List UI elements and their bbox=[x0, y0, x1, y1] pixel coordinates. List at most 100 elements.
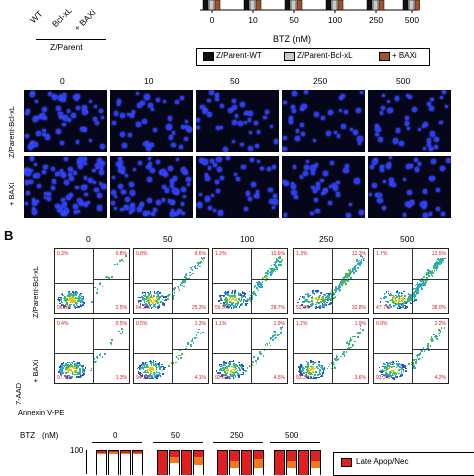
panel-c-axis-label: BTZ bbox=[20, 431, 36, 440]
quadrant-lr-r1-c4: 4.2% bbox=[434, 375, 446, 381]
group-bracket bbox=[36, 39, 106, 40]
quadrant-ll-r0-c1: 64.3% bbox=[136, 305, 151, 311]
panel-c-y-tick-100: 100 bbox=[70, 446, 84, 455]
bar-strip-2-1 bbox=[290, 0, 297, 11]
bar-strip-2-0 bbox=[284, 0, 291, 11]
bar-strip-0-0 bbox=[202, 0, 209, 11]
facs-plot-r1-c3: 1.2% 1.9% 93.3% 3.6% bbox=[293, 318, 369, 384]
facs-dose-100: 100 bbox=[240, 234, 255, 244]
legend-label-wt: Z/Parent-WT bbox=[216, 51, 262, 60]
quadrant-lr-r1-c0: 1.3% bbox=[115, 375, 127, 381]
bar-strip-3-2 bbox=[337, 0, 344, 11]
quadrant-lr-r0-c2: 28.7% bbox=[270, 305, 285, 311]
facs-dose-250: 250 bbox=[319, 234, 334, 244]
micrograph-r1-c3 bbox=[282, 156, 365, 218]
stack-bar-g0-b1 bbox=[108, 450, 119, 475]
quadrant-ll-r1-c1: 94.1% bbox=[136, 375, 151, 381]
facs-dose-0: 0 bbox=[86, 234, 91, 244]
micrograph-r1-c1 bbox=[110, 156, 193, 218]
legend-swatch-late-apop bbox=[341, 458, 352, 467]
facs-plot-r0-c1: 0.8% 9.6% 64.3% 25.3% bbox=[133, 248, 209, 314]
stack-bar-g3-b1 bbox=[286, 450, 297, 475]
facs-plot-r1-c2: 1.1% 1.9% 92.6% 4.5% bbox=[212, 318, 288, 384]
legend-label-baxi: + BAXi bbox=[392, 51, 417, 60]
quadrant-ur-r1-c2: 1.9% bbox=[273, 321, 285, 327]
quadrant-lr-r1-c1: 4.1% bbox=[194, 375, 206, 381]
quadrant-ul-r0-c0: 0.3% bbox=[57, 251, 69, 257]
stack-bar-g1-b1 bbox=[169, 450, 180, 475]
stack-bar-g2-b0 bbox=[217, 450, 228, 475]
stack-bar-g2-b3 bbox=[253, 450, 264, 475]
bar-axis-label: BTZ (nM) bbox=[273, 34, 311, 44]
micro-row-label-baxi: + BAXi bbox=[7, 182, 16, 206]
facs-plot-r0-c0: 0.3% 0.8% 96.5% 2.5% bbox=[54, 248, 130, 314]
quadrant-ll-r0-c3: 53.6% bbox=[296, 305, 311, 311]
micrograph-r0-c0 bbox=[24, 90, 107, 152]
bar-legend bbox=[196, 48, 430, 66]
panel-c-y-axis bbox=[86, 450, 87, 474]
bar-tick-50: 50 bbox=[289, 15, 299, 25]
bar-strip-0-2 bbox=[214, 0, 221, 11]
facs-plot-r1-c0: 0.4% 0.5% 97.7% 1.3% bbox=[54, 318, 130, 384]
micro-dose-500: 500 bbox=[396, 76, 411, 86]
legend-label-late-apop: Late Apop/Nec bbox=[356, 457, 409, 466]
stack-bar-g3-b0 bbox=[274, 450, 285, 475]
quadrant-lr-r1-c3: 3.6% bbox=[354, 375, 366, 381]
stack-bar-g0-b2 bbox=[120, 450, 131, 475]
facs-plot-r0-c2: 1.2% 10.6% 59.5% 28.7% bbox=[212, 248, 288, 314]
legend-swatch-baxi bbox=[379, 52, 390, 61]
bar-strip-0-1 bbox=[208, 0, 215, 11]
stack-bar-g0-b0 bbox=[96, 450, 107, 475]
micrograph-r1-c2 bbox=[196, 156, 279, 218]
bar-tick-0: 0 bbox=[210, 15, 215, 25]
bar-strip-5-2 bbox=[414, 0, 420, 11]
quadrant-ll-r0-c4: 47.7% bbox=[376, 305, 391, 311]
quadrant-ur-r0-c4: 12.5% bbox=[431, 251, 446, 257]
quadrant-ur-r0-c2: 10.6% bbox=[270, 251, 285, 257]
quadrant-ll-r0-c0: 96.5% bbox=[57, 305, 72, 311]
quadrant-ll-r0-c2: 59.5% bbox=[215, 305, 230, 311]
quadrant-ur-r1-c4: 2.2% bbox=[434, 321, 446, 327]
facs-row-label-bclxl: Z/Parent-Bcl-xL bbox=[31, 265, 40, 318]
stack-bar-g1-b3 bbox=[193, 450, 204, 475]
panel-c-bracket-250 bbox=[213, 442, 263, 443]
stack-bar-g3-b2 bbox=[298, 450, 309, 475]
bar-tick-500: 500 bbox=[405, 15, 419, 25]
micro-dose-50: 50 bbox=[230, 76, 240, 86]
bar-strip-4-0 bbox=[366, 0, 373, 11]
facs-x-axis-label: Annexin V-PE bbox=[18, 408, 65, 417]
bar-strip-2-2 bbox=[296, 0, 303, 11]
legend-swatch-wt bbox=[203, 52, 214, 61]
quadrant-lr-r0-c1: 25.3% bbox=[191, 305, 206, 311]
quadrant-ul-r0-c4: 1.7% bbox=[376, 251, 388, 257]
quadrant-ul-r1-c1: 0.5% bbox=[136, 321, 148, 327]
stack-bar-g1-b0 bbox=[157, 450, 168, 475]
quadrant-lr-r0-c3: 32.8% bbox=[351, 305, 366, 311]
bar-strip-1-0 bbox=[243, 0, 250, 11]
quadrant-ur-r1-c0: 0.5% bbox=[115, 321, 127, 327]
bar-strip-4-2 bbox=[378, 0, 385, 11]
bar-tick-250: 250 bbox=[369, 15, 383, 25]
quadrant-ur-r0-c3: 12.3% bbox=[351, 251, 366, 257]
panel-c-dose-500: 500 bbox=[285, 431, 299, 440]
quadrant-lr-r0-c0: 2.5% bbox=[115, 305, 127, 311]
facs-dose-500: 500 bbox=[400, 234, 415, 244]
quadrant-ur-r1-c1: 1.3% bbox=[194, 321, 206, 327]
quadrant-ur-r0-c1: 9.6% bbox=[194, 251, 206, 257]
panel-b-label: B bbox=[4, 228, 14, 243]
bar-strip-1-2 bbox=[255, 0, 262, 11]
micrograph-r0-c3 bbox=[282, 90, 365, 152]
stack-bar-g0-b3 bbox=[132, 450, 143, 475]
bar-tick-10: 10 bbox=[248, 15, 258, 25]
stack-bar-g2-b2 bbox=[241, 450, 252, 475]
facs-dose-50: 50 bbox=[163, 234, 173, 244]
group-label: Z/Parent bbox=[50, 42, 83, 52]
bar-strip-4-1 bbox=[372, 0, 379, 11]
micro-row-label-bclxl: Z/Parent-Bcl-xL bbox=[7, 105, 16, 158]
micrograph-r1-c0 bbox=[24, 156, 107, 218]
quadrant-ul-r0-c3: 1.3% bbox=[296, 251, 308, 257]
bar-strip-5-1 bbox=[408, 0, 415, 11]
micrograph-r0-c1 bbox=[110, 90, 193, 152]
micrograph-r0-c2 bbox=[196, 90, 279, 152]
bar-strip-3-0 bbox=[325, 0, 332, 11]
